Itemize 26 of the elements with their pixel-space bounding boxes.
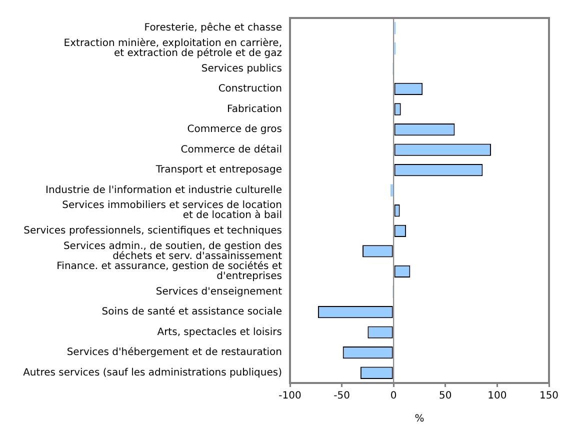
x-tick-label: 100	[488, 390, 507, 402]
y-tick-label: Services publics	[201, 63, 282, 74]
y-tick-label: Soins de santé et assistance sociale	[102, 306, 282, 318]
y-tick-label: Arts, spectacles et loisirs	[157, 326, 282, 338]
x-tick-label: -50	[334, 390, 350, 402]
y-tick-label: Extraction minière, exploitation en carrière, et extraction de pétrole et de gaz	[64, 38, 282, 60]
y-tick-label: Autres services (sauf les administrations publiques)	[23, 367, 282, 378]
y-tick-label: Construction	[218, 84, 282, 95]
y-tick-label: Foresterie, pêche et chasse	[144, 22, 282, 34]
bar	[390, 184, 393, 196]
y-tick-label: Services d'hébergement et de restauration	[66, 347, 282, 358]
y-tick-label: Services d'enseignement	[156, 286, 282, 298]
y-tick-label: Commerce de gros	[187, 124, 282, 136]
y-tick-label: Commerce de détail	[180, 144, 282, 156]
y-tick-label: Industrie de l'information et industrie culturelle	[46, 184, 282, 196]
y-tick-label: Transport et entreposage	[154, 164, 282, 176]
y-tick-label: Finance. et assurance, gestion de sociétés et d'entreprises	[56, 261, 282, 282]
y-tick-label: Services professionnels, scientifiques et techniques	[24, 226, 282, 237]
y-tick-label: Services immobiliers et services de location et de location à bail	[62, 200, 282, 222]
x-tick-label: 150	[539, 390, 559, 402]
y-tick-label: Fabrication	[227, 104, 282, 115]
x-tick-label: 0	[390, 390, 397, 402]
x-tick-label: -100	[278, 390, 302, 402]
x-tick-label: 50	[439, 390, 452, 402]
y-tick-label: Services admin., de soutien, de gestion des déchets et serv. d'assainissement	[63, 240, 282, 262]
x-axis-title: %	[414, 414, 424, 425]
